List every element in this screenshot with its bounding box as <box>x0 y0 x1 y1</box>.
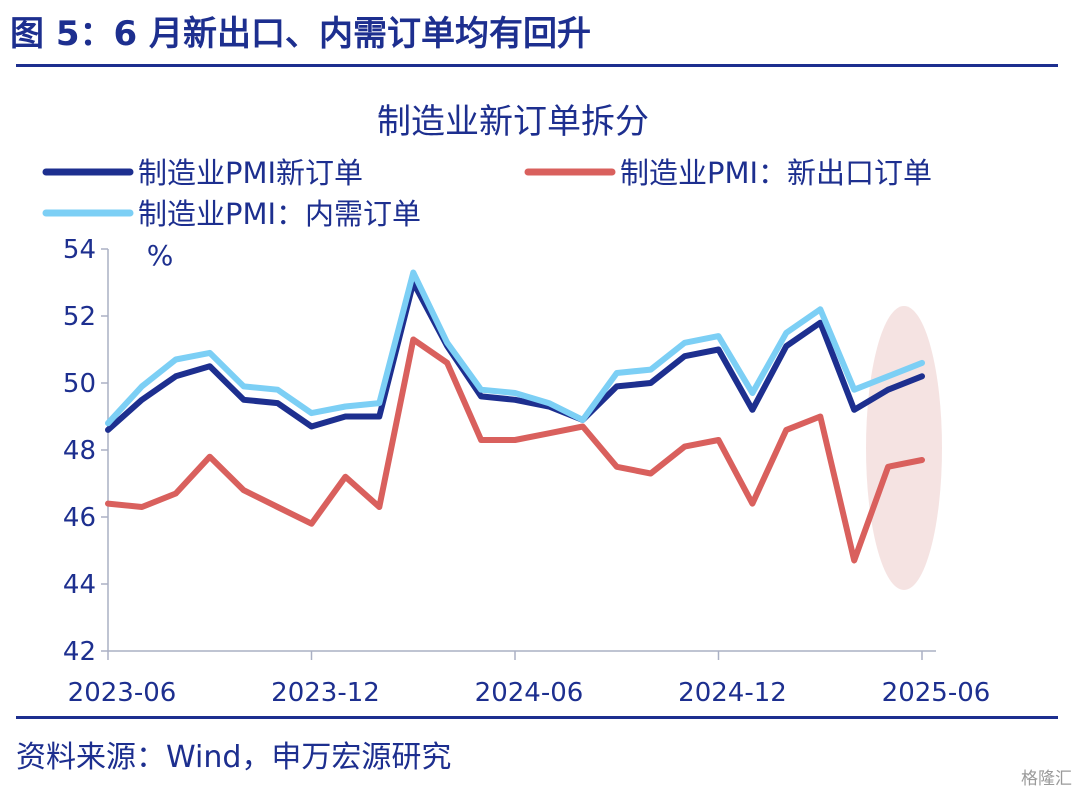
series-line <box>105 269 925 427</box>
y-tick-label: 44 <box>63 570 96 600</box>
y-tick-label: 50 <box>63 369 96 399</box>
line-chart: 制造业新订单拆分 制造业PMI新订单 制造业PMI：新出口订单制造业PMI：内需订… <box>42 102 990 708</box>
y-tick-label: 46 <box>63 503 96 533</box>
axes: 42 44 46 48 50 52 54 2023-06 2023-12 2024-06 2024-… <box>63 235 990 708</box>
figure-title: 图 5：6 月新出口、内需订单均有回升 <box>10 14 591 54</box>
series-line <box>105 336 925 564</box>
y-tick-label: 42 <box>63 637 96 667</box>
y-axis-unit: % <box>147 239 174 272</box>
x-tick-label: 2024-12 <box>678 678 787 708</box>
highlight-ellipse <box>866 306 942 590</box>
source-note: 资料来源：Wind，申万宏源研究 <box>16 740 452 775</box>
series-line <box>105 279 925 433</box>
x-tick-label: 2025-06 <box>882 678 991 708</box>
y-tick-label: 48 <box>63 436 96 466</box>
chart-title: 制造业新订单拆分 <box>377 102 649 142</box>
series-layer <box>105 269 925 564</box>
legend-label: 制造业PMI：内需订单 <box>138 197 421 231</box>
watermark: 格隆汇 <box>1021 769 1072 789</box>
bottom-rule <box>16 716 1058 719</box>
x-tick-label: 2023-06 <box>68 678 177 708</box>
top-rule <box>16 64 1058 67</box>
y-tick-label: 52 <box>63 302 96 332</box>
x-tick-label: 2023-12 <box>271 678 380 708</box>
x-tick-label: 2024-06 <box>475 678 584 708</box>
y-tick-label: 54 <box>63 235 96 265</box>
legend-label: 制造业PMI新订单 <box>138 156 363 190</box>
legend-label: 制造业PMI：新出口订单 <box>620 156 932 190</box>
